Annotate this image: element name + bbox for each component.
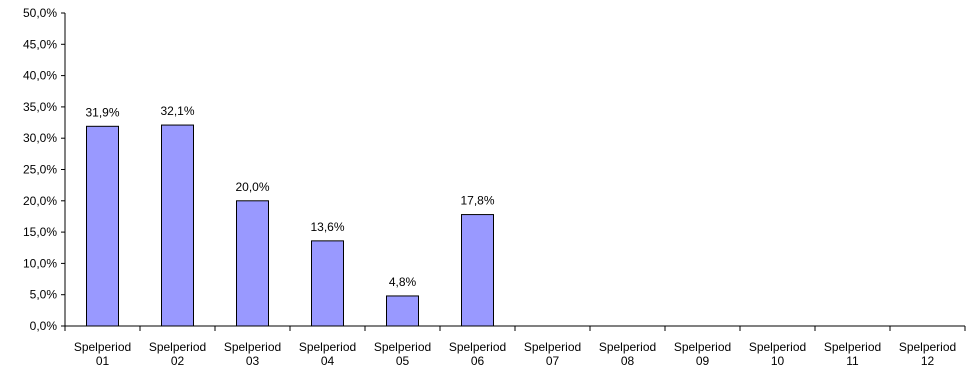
y-tick-label: 45,0% <box>23 37 57 51</box>
y-tick-label: 10,0% <box>23 256 57 270</box>
x-tick-label: Spelperiod 04 <box>299 340 356 368</box>
y-tick-label: 50,0% <box>23 6 57 20</box>
data-label: 32,1% <box>160 104 194 118</box>
x-tick-label: Spelperiod 11 <box>824 340 881 368</box>
x-tick-label: Spelperiod 07 <box>524 340 581 368</box>
x-tick-label: Spelperiod 08 <box>599 340 656 368</box>
x-tick-label: Spelperiod 12 <box>899 340 956 368</box>
y-tick-label: 15,0% <box>23 225 57 239</box>
y-tick-label: 20,0% <box>23 194 57 208</box>
data-labels: 31,9% 32,1% 20,0% 13,6% 4,8% 17,8% <box>85 104 494 289</box>
bar <box>386 295 419 327</box>
data-label: 13,6% <box>310 220 344 234</box>
y-tick-label: 40,0% <box>23 69 57 83</box>
x-tick-label: Spelperiod 06 <box>449 340 506 368</box>
bar <box>461 214 494 327</box>
data-label: 31,9% <box>85 105 119 119</box>
y-tick-label: 5,0% <box>30 288 58 302</box>
y-axis: 0,0% 5,0% 10,0% 15,0% 20,0% 25,0% 30,0% 35,0% 40… <box>23 6 66 333</box>
bar <box>161 124 194 327</box>
y-tick-label: 30,0% <box>23 131 57 145</box>
x-tick-label: Spelperiod 09 <box>674 340 731 368</box>
bar <box>311 240 344 327</box>
bar <box>236 200 269 327</box>
bars <box>86 124 494 327</box>
data-label: 20,0% <box>235 180 269 194</box>
x-tick-label: Spelperiod 01 <box>74 340 131 368</box>
y-tick-label: 35,0% <box>23 100 57 114</box>
x-tick-label: Spelperiod 05 <box>374 340 431 368</box>
x-tick-label: Spelperiod 02 <box>149 340 206 368</box>
x-axis: Spelperiod 01 Spelperiod 02 Spelperiod 03 Spel… <box>64 325 966 368</box>
data-label: 17,8% <box>460 194 494 208</box>
y-tick-label: 25,0% <box>23 163 57 177</box>
bar <box>86 125 119 327</box>
x-tick-label: Spelperiod 10 <box>749 340 806 368</box>
x-tick-label: Spelperiod 03 <box>224 340 281 368</box>
y-tick-label: 0,0% <box>30 319 58 333</box>
data-label: 4,8% <box>389 275 417 289</box>
